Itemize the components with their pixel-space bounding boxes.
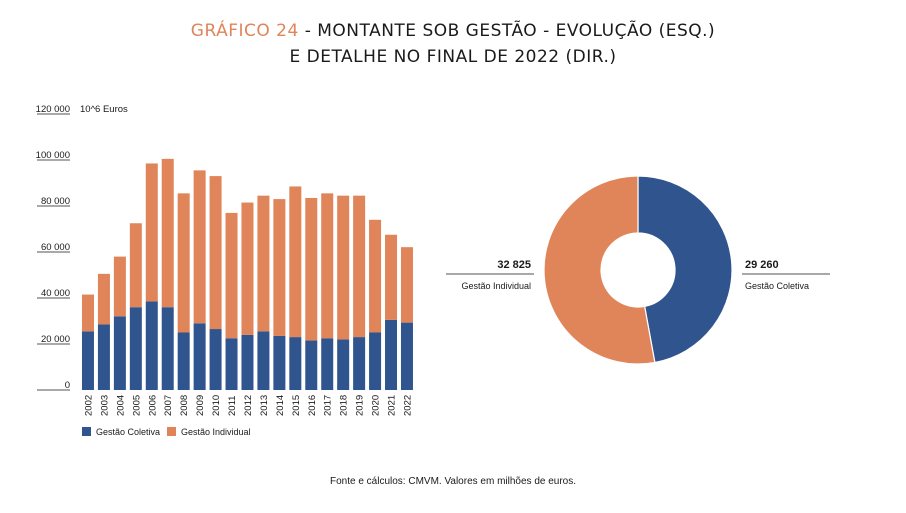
bar-gestao-coletiva: [257, 331, 270, 390]
legend-swatch: [82, 427, 91, 436]
x-tick-label: 2002: [83, 395, 94, 416]
y-tick-label: 0: [65, 380, 70, 391]
bar-gestao-coletiva: [241, 334, 254, 390]
bar-gestao-individual: [273, 199, 286, 336]
x-tick-label: 2021: [387, 395, 398, 416]
bar-gestao-individual: [289, 186, 302, 338]
y-tick-label: 120 000: [36, 104, 70, 115]
bar-gestao-individual: [97, 273, 110, 325]
bar-gestao-coletiva: [353, 337, 366, 390]
y-tick-label: 20 000: [41, 334, 70, 345]
bar-chart: 0 20 000 40 000 60 000 80 000 100 000 120 000 1…: [36, 104, 414, 437]
donut-slice-gestao-coletiva: [637, 175, 733, 364]
y-unit-label: 10^6 Euros: [80, 104, 128, 115]
x-tick-label: 2006: [147, 395, 158, 416]
bar-gestao-individual: [321, 193, 334, 339]
donut-value-label: 32 825: [497, 259, 531, 271]
bar-gestao-coletiva: [321, 338, 334, 390]
x-tick-label: 2015: [291, 395, 302, 416]
bar-gestao-individual: [369, 219, 382, 333]
x-tick-label: 2013: [259, 395, 270, 416]
bar-gestao-coletiva: [209, 329, 222, 390]
x-tick-label: 2009: [195, 395, 206, 416]
bar-gestao-individual: [353, 195, 366, 338]
x-tick-label: 2005: [131, 395, 142, 416]
bar-gestao-individual: [193, 170, 206, 324]
bar-gestao-individual: [385, 234, 398, 320]
bar-gestao-coletiva: [273, 335, 286, 390]
x-tick-label: 2020: [371, 395, 382, 416]
x-tick-label: 2010: [211, 395, 222, 416]
chart-title-line1: GRÁFICO 24 - MONTANTE SOB GESTÃO - EVOLU…: [0, 21, 906, 41]
bar-gestao-individual: [305, 197, 318, 341]
donut-chart: 29 260 Gestão Coletiva 32 825 Gestão Indivi…: [446, 175, 830, 365]
y-tick-label: 60 000: [41, 242, 70, 253]
donut-value-label: 29 260: [745, 259, 779, 271]
x-tick-label: 2016: [307, 395, 318, 416]
bar-gestao-individual: [209, 176, 222, 330]
x-tick-label: 2019: [355, 395, 366, 416]
bar-gestao-individual: [145, 163, 158, 302]
x-tick-label: 2018: [339, 395, 350, 416]
chart-number: GRÁFICO 24: [190, 21, 299, 41]
bar-gestao-individual: [337, 195, 350, 340]
bar-gestao-coletiva: [400, 322, 413, 390]
bar-gestao-coletiva: [289, 337, 302, 390]
bar-gestao-coletiva: [113, 316, 126, 390]
bar-gestao-coletiva: [385, 319, 398, 390]
x-tick-label: 2003: [99, 395, 110, 416]
bar-gestao-individual: [129, 223, 142, 308]
bar-gestao-individual: [257, 195, 270, 332]
bar-gestao-coletiva: [225, 338, 238, 390]
bar-gestao-individual: [177, 193, 190, 333]
y-tick-label: 80 000: [41, 196, 70, 207]
legend-swatch: [167, 427, 176, 436]
donut-name-label: Gestão Coletiva: [745, 281, 809, 291]
legend-label: Gestão Coletiva: [96, 427, 160, 437]
bar-gestao-individual: [113, 256, 126, 317]
bar-gestao-individual: [400, 247, 413, 323]
bar-gestao-coletiva: [193, 323, 206, 390]
x-tick-label: 2022: [402, 395, 413, 416]
x-tick-label: 2004: [115, 395, 126, 416]
bar-gestao-coletiva: [161, 307, 174, 390]
bar-gestao-coletiva: [129, 307, 142, 390]
legend-label: Gestão Individual: [181, 427, 251, 437]
bar-gestao-coletiva: [145, 301, 158, 390]
chart-title-line2: E DETALHE NO FINAL DE 2022 (DIR.): [289, 47, 617, 67]
bar-gestao-individual: [241, 202, 254, 335]
x-tick-label: 2012: [243, 395, 254, 416]
donut-slice-gestao-individual: [543, 175, 656, 365]
y-tick-label: 100 000: [36, 150, 70, 161]
bar-gestao-coletiva: [369, 332, 382, 390]
bar-gestao-coletiva: [305, 340, 318, 390]
y-tick-label: 40 000: [41, 288, 70, 299]
bar-gestao-coletiva: [97, 324, 110, 390]
x-tick-label: 2017: [323, 395, 334, 416]
x-tick-label: 2008: [179, 395, 190, 416]
bar-gestao-individual: [81, 294, 94, 332]
chart-title-text: - MONTANTE SOB GESTÃO - EVOLUÇÃO (ESQ.): [298, 21, 716, 41]
bar-gestao-coletiva: [81, 331, 94, 390]
x-tick-label: 2007: [163, 395, 174, 416]
bar-gestao-individual: [161, 158, 174, 308]
bar-gestao-coletiva: [337, 339, 350, 390]
bar-gestao-coletiva: [177, 332, 190, 390]
donut-name-label: Gestão Individual: [461, 281, 531, 291]
x-tick-label: 2014: [275, 395, 286, 416]
source-note: Fonte e cálculos: CMVM. Valores em milhõ…: [329, 476, 577, 487]
bar-gestao-individual: [225, 212, 238, 339]
x-tick-label: 2011: [227, 396, 238, 416]
